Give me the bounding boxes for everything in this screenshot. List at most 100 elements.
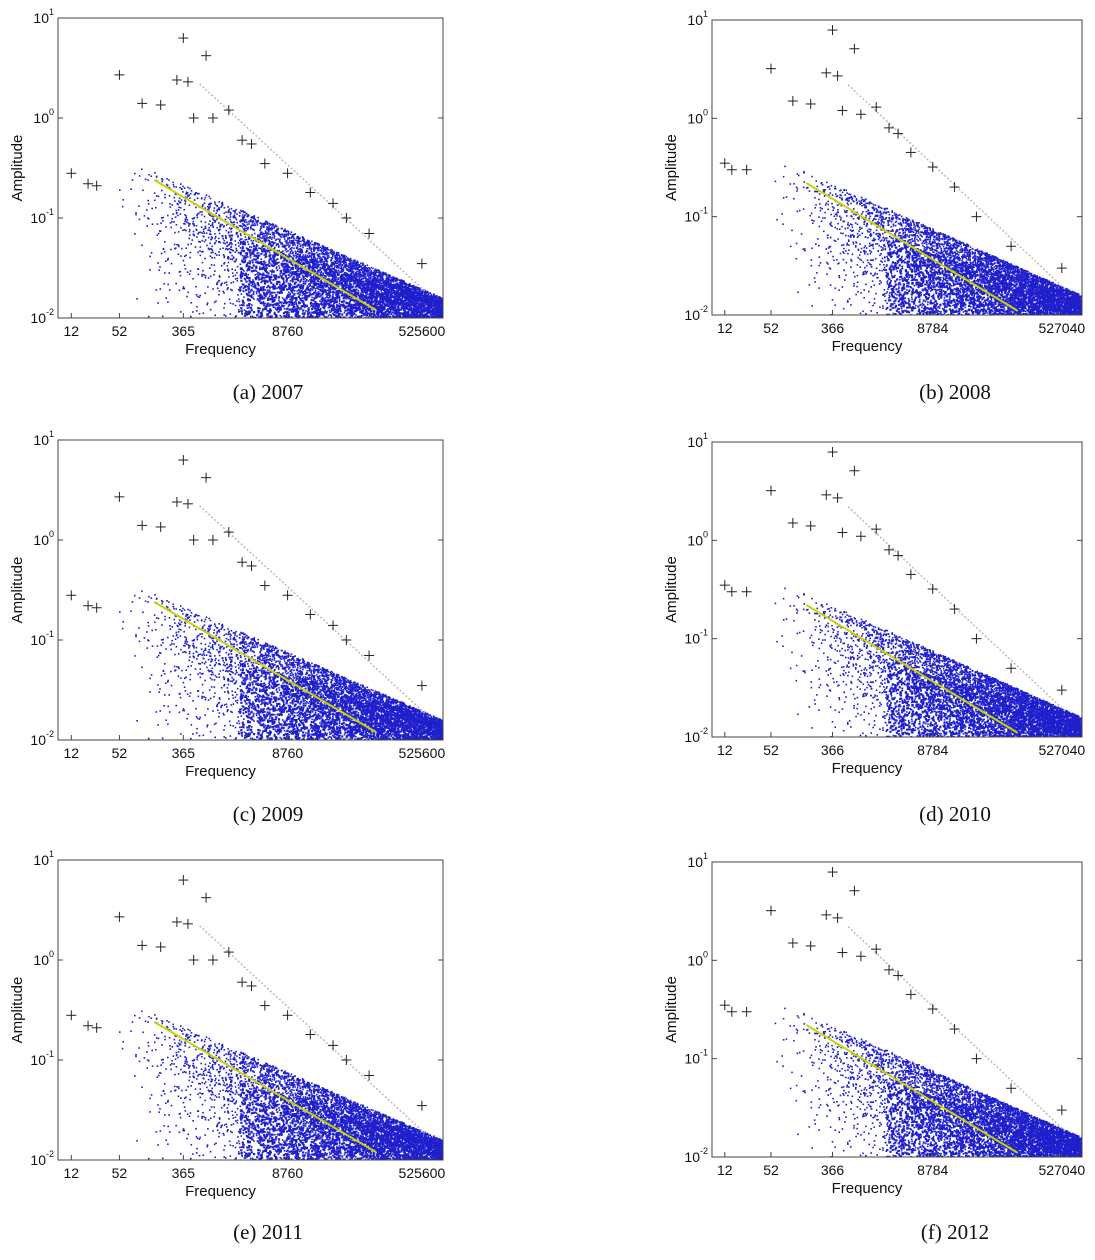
data-point (428, 320, 430, 322)
data-point (436, 320, 438, 322)
data-point (345, 320, 347, 322)
data-point (234, 320, 236, 322)
data-point (391, 320, 393, 322)
data-point (440, 320, 442, 322)
data-point (407, 320, 409, 322)
data-point (380, 320, 382, 322)
data-point (388, 320, 390, 322)
data-point (393, 320, 395, 322)
data-point (429, 320, 431, 322)
data-point (427, 320, 429, 322)
data-point (358, 320, 360, 322)
data-point (376, 320, 378, 322)
data-point (247, 224, 249, 226)
data-point (420, 320, 422, 322)
data-point (312, 320, 314, 322)
data-point (341, 320, 343, 322)
data-point (378, 320, 380, 322)
data-point (438, 320, 440, 322)
data-point (426, 320, 428, 322)
data-point (400, 320, 402, 322)
data-point (441, 320, 443, 322)
data-point (418, 320, 420, 322)
data-point (439, 320, 441, 322)
data-point (266, 320, 268, 322)
data-point (284, 320, 286, 322)
data-point (368, 320, 370, 322)
data-point (355, 320, 357, 322)
data-point (342, 320, 344, 322)
data-point (361, 320, 363, 322)
data-point (334, 320, 336, 322)
data-point (435, 320, 437, 322)
data-point (353, 320, 355, 322)
data-point (310, 320, 312, 322)
data-point (216, 213, 218, 215)
data-point (422, 320, 424, 322)
data-point (441, 320, 443, 322)
data-point (298, 320, 300, 322)
data-point (358, 290, 360, 292)
data-point (236, 320, 238, 322)
data-point (165, 260, 167, 262)
data-point (376, 320, 378, 322)
data-point (266, 320, 268, 322)
data-point (394, 320, 396, 322)
data-point (375, 320, 377, 322)
data-point (340, 320, 342, 322)
data-point (435, 320, 437, 322)
data-point (440, 320, 442, 322)
data-point (415, 320, 417, 322)
data-point (427, 320, 429, 322)
data-point (379, 320, 381, 322)
data-point (367, 320, 369, 322)
data-point (385, 320, 387, 322)
data-point (408, 319, 410, 321)
data-point (397, 320, 399, 322)
data-point (432, 320, 434, 322)
data-point (212, 225, 214, 227)
data-point (405, 320, 407, 322)
data-point (421, 320, 423, 322)
data-point (403, 320, 405, 322)
data-point (415, 320, 417, 322)
data-point (407, 320, 409, 322)
data-point (431, 320, 433, 322)
data-point (165, 297, 167, 299)
data-point (428, 320, 430, 322)
data-point (149, 269, 151, 271)
data-point (292, 265, 294, 267)
data-point (401, 320, 403, 322)
data-point (300, 320, 302, 322)
data-point (231, 282, 233, 284)
data-point (211, 320, 213, 322)
data-point (389, 320, 391, 322)
data-point (294, 320, 296, 322)
data-point (424, 320, 426, 322)
data-point (380, 320, 382, 322)
data-point (389, 320, 391, 322)
data-point (274, 320, 276, 322)
data-point (432, 320, 434, 322)
data-point (356, 320, 358, 322)
data-point (261, 223, 263, 225)
data-point (160, 222, 162, 224)
data-point (398, 320, 400, 322)
data-point (238, 245, 240, 247)
data-point (152, 223, 154, 225)
data-point (361, 320, 363, 322)
data-point (396, 320, 398, 322)
data-point (437, 320, 439, 322)
data-point (310, 256, 312, 258)
data-point (353, 271, 355, 273)
data-point (324, 320, 326, 322)
data-point (408, 320, 410, 322)
data-point (366, 320, 368, 322)
data-point (431, 320, 433, 322)
data-point (389, 320, 391, 322)
data-point (337, 320, 339, 322)
data-point (427, 320, 429, 322)
data-point (248, 320, 250, 322)
data-point (433, 320, 435, 322)
